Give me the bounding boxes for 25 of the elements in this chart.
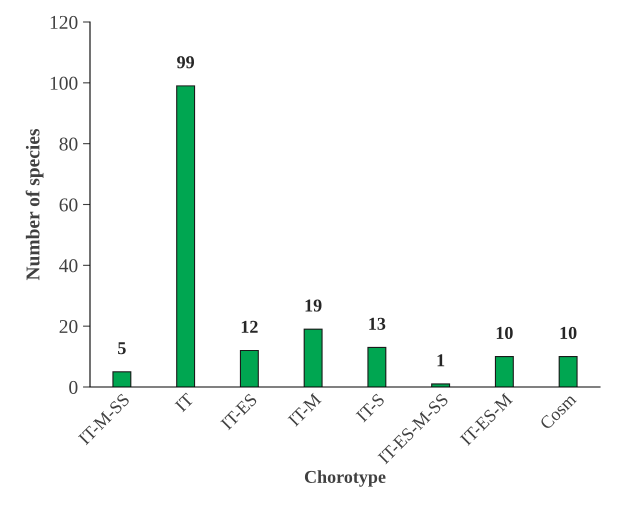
x-tick-label: IT (174, 392, 194, 412)
y-axis-title: Number of species (26, 129, 44, 280)
data-label: 1 (438, 354, 444, 366)
data-label: 99 (177, 56, 194, 68)
bar (494, 356, 514, 387)
data-label: 10 (560, 326, 576, 340)
bar (176, 85, 196, 387)
data-label: 10 (496, 326, 513, 340)
y-tick-label: 100 (50, 76, 78, 90)
y-tick-label: 20 (60, 320, 78, 334)
data-label: 19 (306, 300, 322, 312)
data-label: 12 (242, 320, 258, 333)
bar (558, 356, 578, 387)
bar (240, 350, 259, 387)
y-tick-label: 60 (60, 198, 78, 212)
y-tick-label: 80 (59, 137, 78, 151)
bar (367, 346, 386, 387)
bar (304, 328, 323, 387)
x-axis-title: Chorotype (304, 470, 386, 487)
data-label: 13 (369, 318, 386, 330)
y-tick-label: 40 (59, 259, 78, 272)
data-label: 5 (118, 342, 126, 354)
y-tick-label: 120 (50, 16, 78, 29)
bar (112, 371, 132, 387)
y-tick-label: 0 (69, 380, 78, 394)
